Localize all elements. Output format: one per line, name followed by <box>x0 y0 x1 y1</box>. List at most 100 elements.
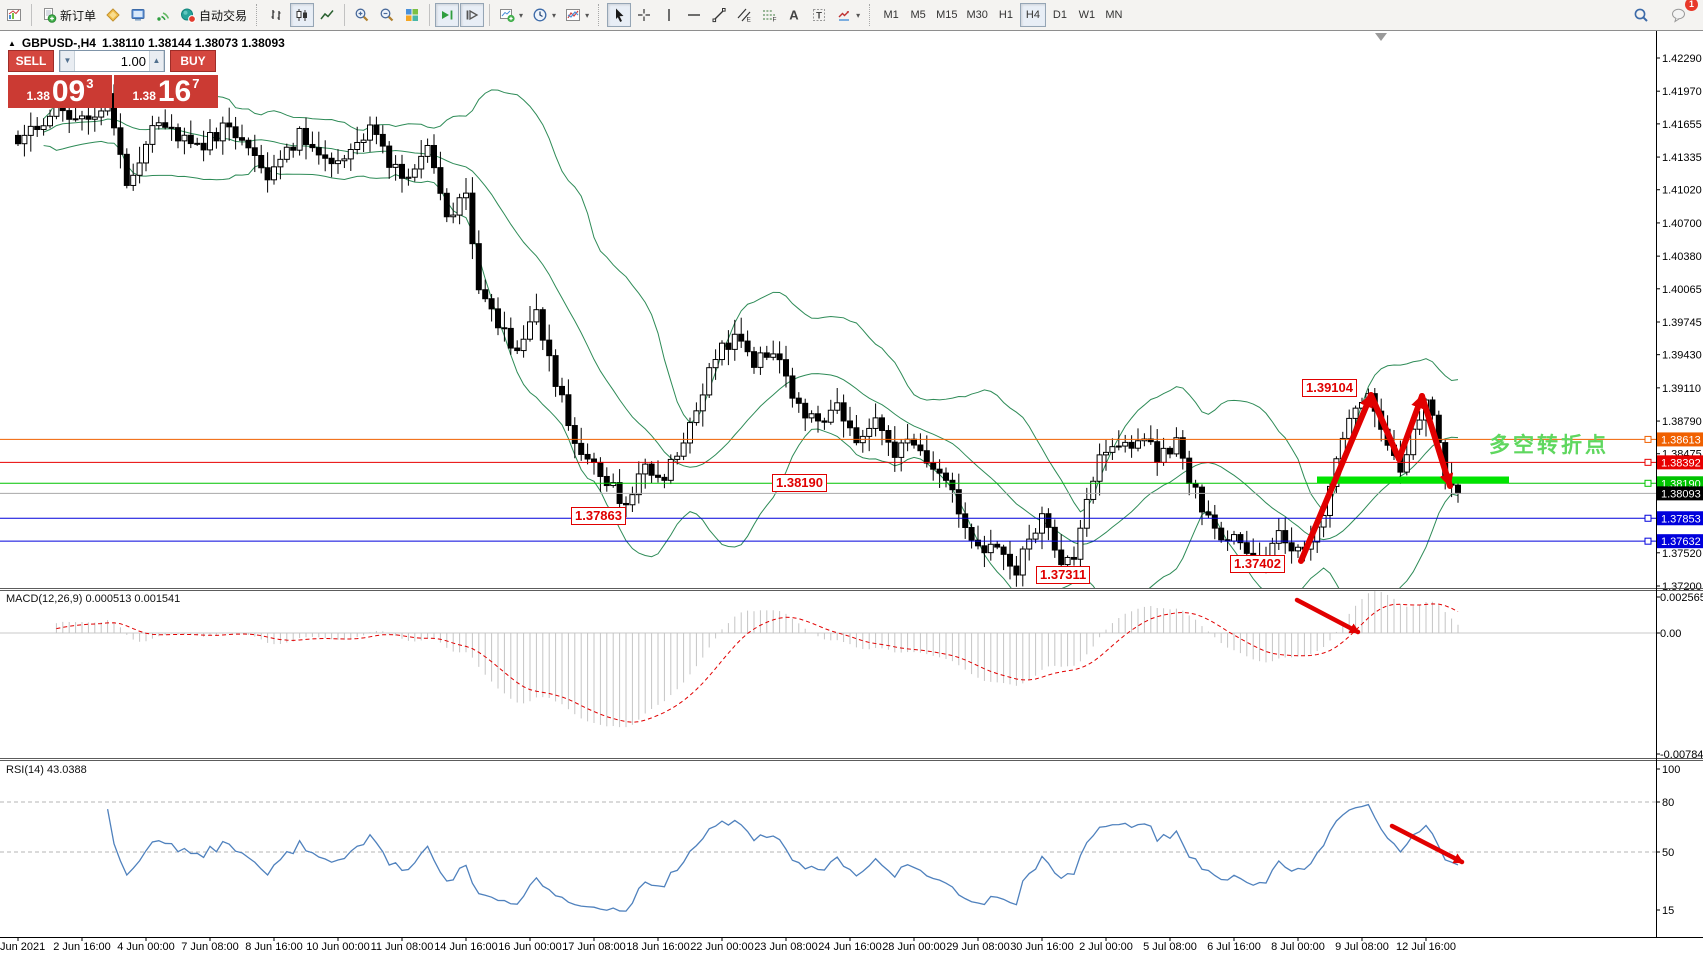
indicators-button[interactable]: ▾ <box>561 3 593 27</box>
cursor-button[interactable] <box>607 3 632 27</box>
candles-icon <box>294 7 310 23</box>
channel-icon: E <box>736 7 752 23</box>
bar-chart-button[interactable] <box>265 3 289 27</box>
dropdown-arrow-icon[interactable]: ▾ <box>519 10 524 20</box>
timeframe-d1-button[interactable]: D1 <box>1047 3 1073 27</box>
timeframe-m1-button[interactable]: M1 <box>878 3 904 27</box>
clock-icon <box>532 7 548 23</box>
auto-trading-button-label: 自动交易 <box>199 8 248 23</box>
auto-scroll-button[interactable] <box>435 3 460 27</box>
linechart-icon <box>319 7 335 23</box>
search-icon[interactable] <box>1629 3 1653 27</box>
fibonacci-button[interactable]: F <box>757 3 781 27</box>
line-handle[interactable] <box>1644 435 1652 443</box>
time-axis-label: 4 Jun 00:00 <box>117 941 175 953</box>
annotation-arrow[interactable] <box>1389 823 1465 865</box>
bollinger-band-line <box>43 81 1459 513</box>
line-handle[interactable] <box>1644 514 1652 522</box>
zoom-in-icon <box>354 7 370 23</box>
dropdown-arrow-icon[interactable]: ▾ <box>552 10 557 20</box>
arrows-button[interactable]: ▾ <box>832 3 864 27</box>
sell-button[interactable]: SELL <box>8 50 54 72</box>
channel-button[interactable]: E <box>732 3 756 27</box>
chart-window-icon[interactable] <box>2 3 26 27</box>
symbol-ohlc: 1.38110 1.38144 1.38073 1.38093 <box>101 36 285 50</box>
buy-price[interactable]: 1.38 16 7 <box>114 75 218 108</box>
y-axis-tick: 1.41020 <box>1662 185 1702 197</box>
market-watch-icon[interactable] <box>101 3 125 27</box>
timeframe-m15-button[interactable]: M15 <box>932 3 961 27</box>
trendline-button[interactable] <box>707 3 731 27</box>
annotation-arrow[interactable] <box>1298 392 1374 564</box>
volume-decrease-button[interactable]: ▼ <box>60 51 75 71</box>
dropdown-arrow-icon[interactable]: ▾ <box>585 10 590 20</box>
y-axis-tick: 1.38790 <box>1662 416 1702 428</box>
trendline-icon <box>711 7 727 23</box>
dropdown-arrow-icon[interactable]: ▾ <box>856 10 861 20</box>
line-chart-button[interactable] <box>315 3 339 27</box>
timeframe-mn-button[interactable]: MN <box>1101 3 1127 27</box>
macd-indicator-label: MACD(12,26,9) 0.000513 0.001541 <box>6 593 181 605</box>
collapse-panel-icon[interactable]: ▲ <box>8 38 16 48</box>
zoom-out-button[interactable] <box>375 3 399 27</box>
time-axis-label: 9 Jul 08:00 <box>1335 941 1389 953</box>
zoom-in-button[interactable] <box>350 3 374 27</box>
horizontal-line-button[interactable] <box>682 3 706 27</box>
price-callout: 1.37402 <box>1230 555 1285 573</box>
line-handle[interactable] <box>1644 479 1652 487</box>
timeframe-h4-button[interactable]: H4 <box>1019 3 1046 27</box>
timeframe-h1-button[interactable]: H1 <box>993 3 1019 27</box>
time-axis-label: 1 Jun 2021 <box>0 941 45 953</box>
sell-price[interactable]: 1.38 09 3 <box>8 75 112 108</box>
svg-text:1.38613: 1.38613 <box>1661 434 1701 446</box>
timeframe-m5-button[interactable]: M5 <box>905 3 931 27</box>
vertical-line-button[interactable] <box>657 3 681 27</box>
y-axis-tick: 1.41970 <box>1662 86 1702 98</box>
y-axis-tick: 1.40065 <box>1662 284 1702 296</box>
crosshair-button[interactable] <box>632 3 656 27</box>
annotation-arrow[interactable] <box>1396 393 1425 462</box>
svg-text:1.37632: 1.37632 <box>1661 536 1701 548</box>
line-handle[interactable] <box>1644 458 1652 466</box>
rsi-indicator-label: RSI(14) 43.0388 <box>6 764 87 776</box>
annotation-arrow[interactable] <box>1419 393 1454 489</box>
toolbar-separator <box>344 4 346 26</box>
annotation-arrow[interactable] <box>1368 392 1402 462</box>
y-axis-tick: 1.39430 <box>1662 350 1702 362</box>
svg-text:E: E <box>747 17 752 24</box>
symbol-title: GBPUSD-,H4 <box>21 36 96 50</box>
auto-trading-button[interactable]: 自动交易 <box>176 3 251 27</box>
timeframe-m30-button[interactable]: M30 <box>963 3 992 27</box>
periods-button[interactable]: ▾ <box>528 3 560 27</box>
y-axis-tick: 1.37200 <box>1662 581 1702 593</box>
volume-input[interactable] <box>75 51 149 71</box>
volume-increase-button[interactable]: ▲ <box>149 51 164 71</box>
new-order-button[interactable]: 新订单 <box>37 3 100 27</box>
candlestick-chart-button[interactable] <box>290 3 315 27</box>
chat-icon[interactable]: 1 <box>1667 0 1698 27</box>
time-axis-label: 8 Jul 00:00 <box>1271 941 1325 953</box>
signal-icon[interactable] <box>151 3 175 27</box>
time-axis-label: 8 Jun 16:00 <box>245 941 303 953</box>
y-axis-tick: 1.41655 <box>1662 119 1702 131</box>
line-handle[interactable] <box>1644 537 1652 545</box>
buy-price-pips: 16 <box>157 75 192 108</box>
blue-monitor-icon <box>130 7 146 23</box>
svg-text:1.38093: 1.38093 <box>1661 488 1701 500</box>
svg-text:T: T <box>816 11 822 22</box>
tile-windows-button[interactable] <box>400 3 424 27</box>
text-label-button[interactable]: T <box>807 3 831 27</box>
doc-plus-icon <box>41 7 57 23</box>
chart-shift-marker[interactable] <box>1375 33 1387 41</box>
buy-button[interactable]: BUY <box>170 50 216 72</box>
time-axis-label: 23 Jun 08:00 <box>754 941 818 953</box>
annotation-arrow[interactable] <box>1294 597 1361 635</box>
toolbar-right-icons: 1 <box>1629 0 1698 27</box>
time-axis-label: 29 Jun 08:00 <box>946 941 1010 953</box>
terminal-window-icon[interactable] <box>126 3 150 27</box>
text-button[interactable]: A <box>782 3 806 27</box>
chart-shift-button[interactable] <box>460 3 485 27</box>
timeframe-w1-button[interactable]: W1 <box>1074 3 1100 27</box>
new-chart-button[interactable]: ▾ <box>495 3 527 27</box>
